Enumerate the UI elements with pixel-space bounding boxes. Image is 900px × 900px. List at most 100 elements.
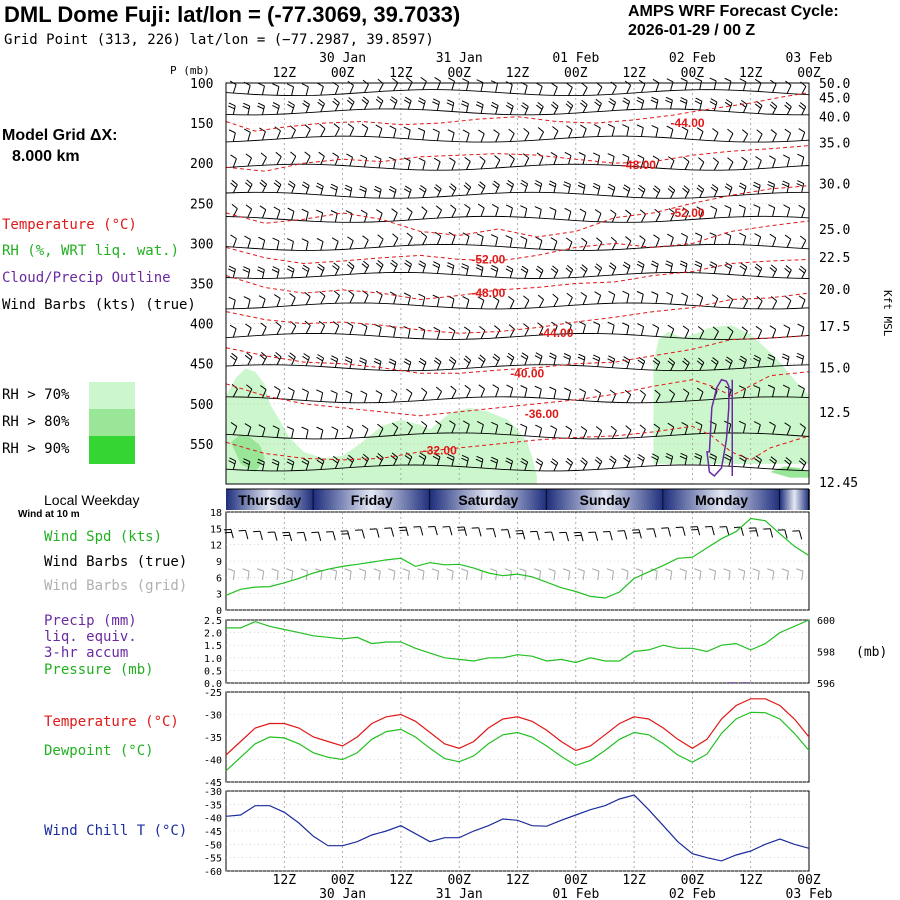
wind-barb [535,82,543,96]
wind-barb [579,388,587,401]
wind-barb [360,154,368,167]
wind-barb-staff [670,328,675,338]
wind-barb [505,235,513,248]
wind-barb-staff [261,131,266,141]
wind-barb-staff [670,295,674,305]
wind-barb-staff [276,390,281,399]
wind-barb [362,235,369,249]
wind-barb-true [544,531,555,541]
wind-barb-staff [291,269,295,279]
wind-barb-staff [772,106,778,115]
wind-barb-flag [754,78,762,84]
wind-barb-staff [568,87,573,96]
wind-barb-flag [317,101,324,107]
wind-barb [610,425,617,439]
wind-barb-grid-flag [388,568,396,572]
wind-barb-staff [670,237,674,247]
wind-barb-flag [563,181,571,185]
wind-barb [565,425,573,439]
bottom-date-label: 31 Jan [436,887,483,900]
wind-barb-grid-staff [480,571,483,581]
wind-barb-grid-flag [548,568,556,572]
wind-barb-staff [407,295,411,305]
wind-barb [682,388,690,402]
wind-barb-staff [466,389,471,398]
wind-barb-staff [597,155,601,165]
wind-barb-flag [421,420,428,427]
wind-barb [709,98,718,111]
wind-barb [523,323,530,337]
wind-barb-grid [344,568,352,581]
wind-barb [563,181,571,194]
wind-barb-flag [492,183,499,189]
wind-barb-flag [709,101,717,106]
wind-barb-flag [228,102,236,107]
wind-barb [332,321,340,334]
wind-barb-flag [301,388,309,393]
wind-barb-true [413,526,424,536]
wind-barb [667,185,676,199]
wind-barb-flag [594,389,601,394]
wind-barb-flag [636,99,644,104]
wind-barb-staff [713,209,718,219]
wind-barb [346,97,355,111]
top-time-tick-label: 12Z [389,66,413,81]
wind-barb-flag [244,354,251,361]
wind-barb [784,422,791,436]
wind-barb [434,77,441,90]
wind-barb-staff [261,85,265,95]
wind-barb-grid [563,568,571,581]
wind-barb-flag [330,186,337,191]
wind-barb-grid-staff [786,571,789,581]
wind-barb-staff [713,361,719,371]
wind-barb-flag [318,263,325,269]
wind-barb-flag [768,354,775,358]
wind-barb-flag [301,238,309,243]
wind-barb-grid-flag [373,568,381,572]
wind-barb-true [253,530,263,541]
wind-barb [798,384,805,398]
wind-barb-flag [666,78,674,83]
wind-barb-flag [447,129,455,134]
wind-barb-flag [652,78,660,84]
wind-barb [490,264,499,278]
wind-barb-staff [364,265,370,274]
wind-barb-staff [451,457,455,467]
wind-barb-staff [524,300,530,309]
wind-barb-flag [784,267,791,274]
pressure-tick-label: 200 [190,157,213,172]
wind-barb-flag [637,187,645,193]
wind-barb [258,295,266,308]
wind-barb-flag [360,154,367,159]
wind-barb-staff [509,158,515,168]
wind-barb-flag [246,384,253,390]
wind-barb-staff [305,104,310,113]
wind-barb [375,124,383,138]
wind-barb-staff [728,187,733,197]
wind-barb [709,77,717,90]
precip-bar [727,682,736,683]
wind-barb-flag [578,353,586,358]
wind-barb-flag [798,295,806,301]
wind-barb [580,99,588,113]
wind-barb-flag [651,124,659,129]
rh90-label: RH > 90% [2,441,70,457]
wind-barb-flag [549,206,557,211]
wind-barb-flag [362,453,369,460]
wind-barb-true-staff [711,526,715,536]
wind-barb-staff [742,104,748,113]
wind-barb [304,151,311,165]
wind-barb [492,384,500,397]
wind-barb [257,82,265,95]
wind-barb [476,233,484,246]
wind-barb-staff [801,462,807,471]
wind-barb-true [398,526,409,536]
wind-barb-flag [464,355,472,361]
wind-barb [624,389,632,403]
wind-barb [552,126,559,140]
wind-barb-staff [407,456,413,466]
wind-barb-staff [334,429,339,439]
wind-barb-flag [695,97,703,102]
wind-barb [403,157,411,170]
weekday-label: Saturday [458,492,518,508]
